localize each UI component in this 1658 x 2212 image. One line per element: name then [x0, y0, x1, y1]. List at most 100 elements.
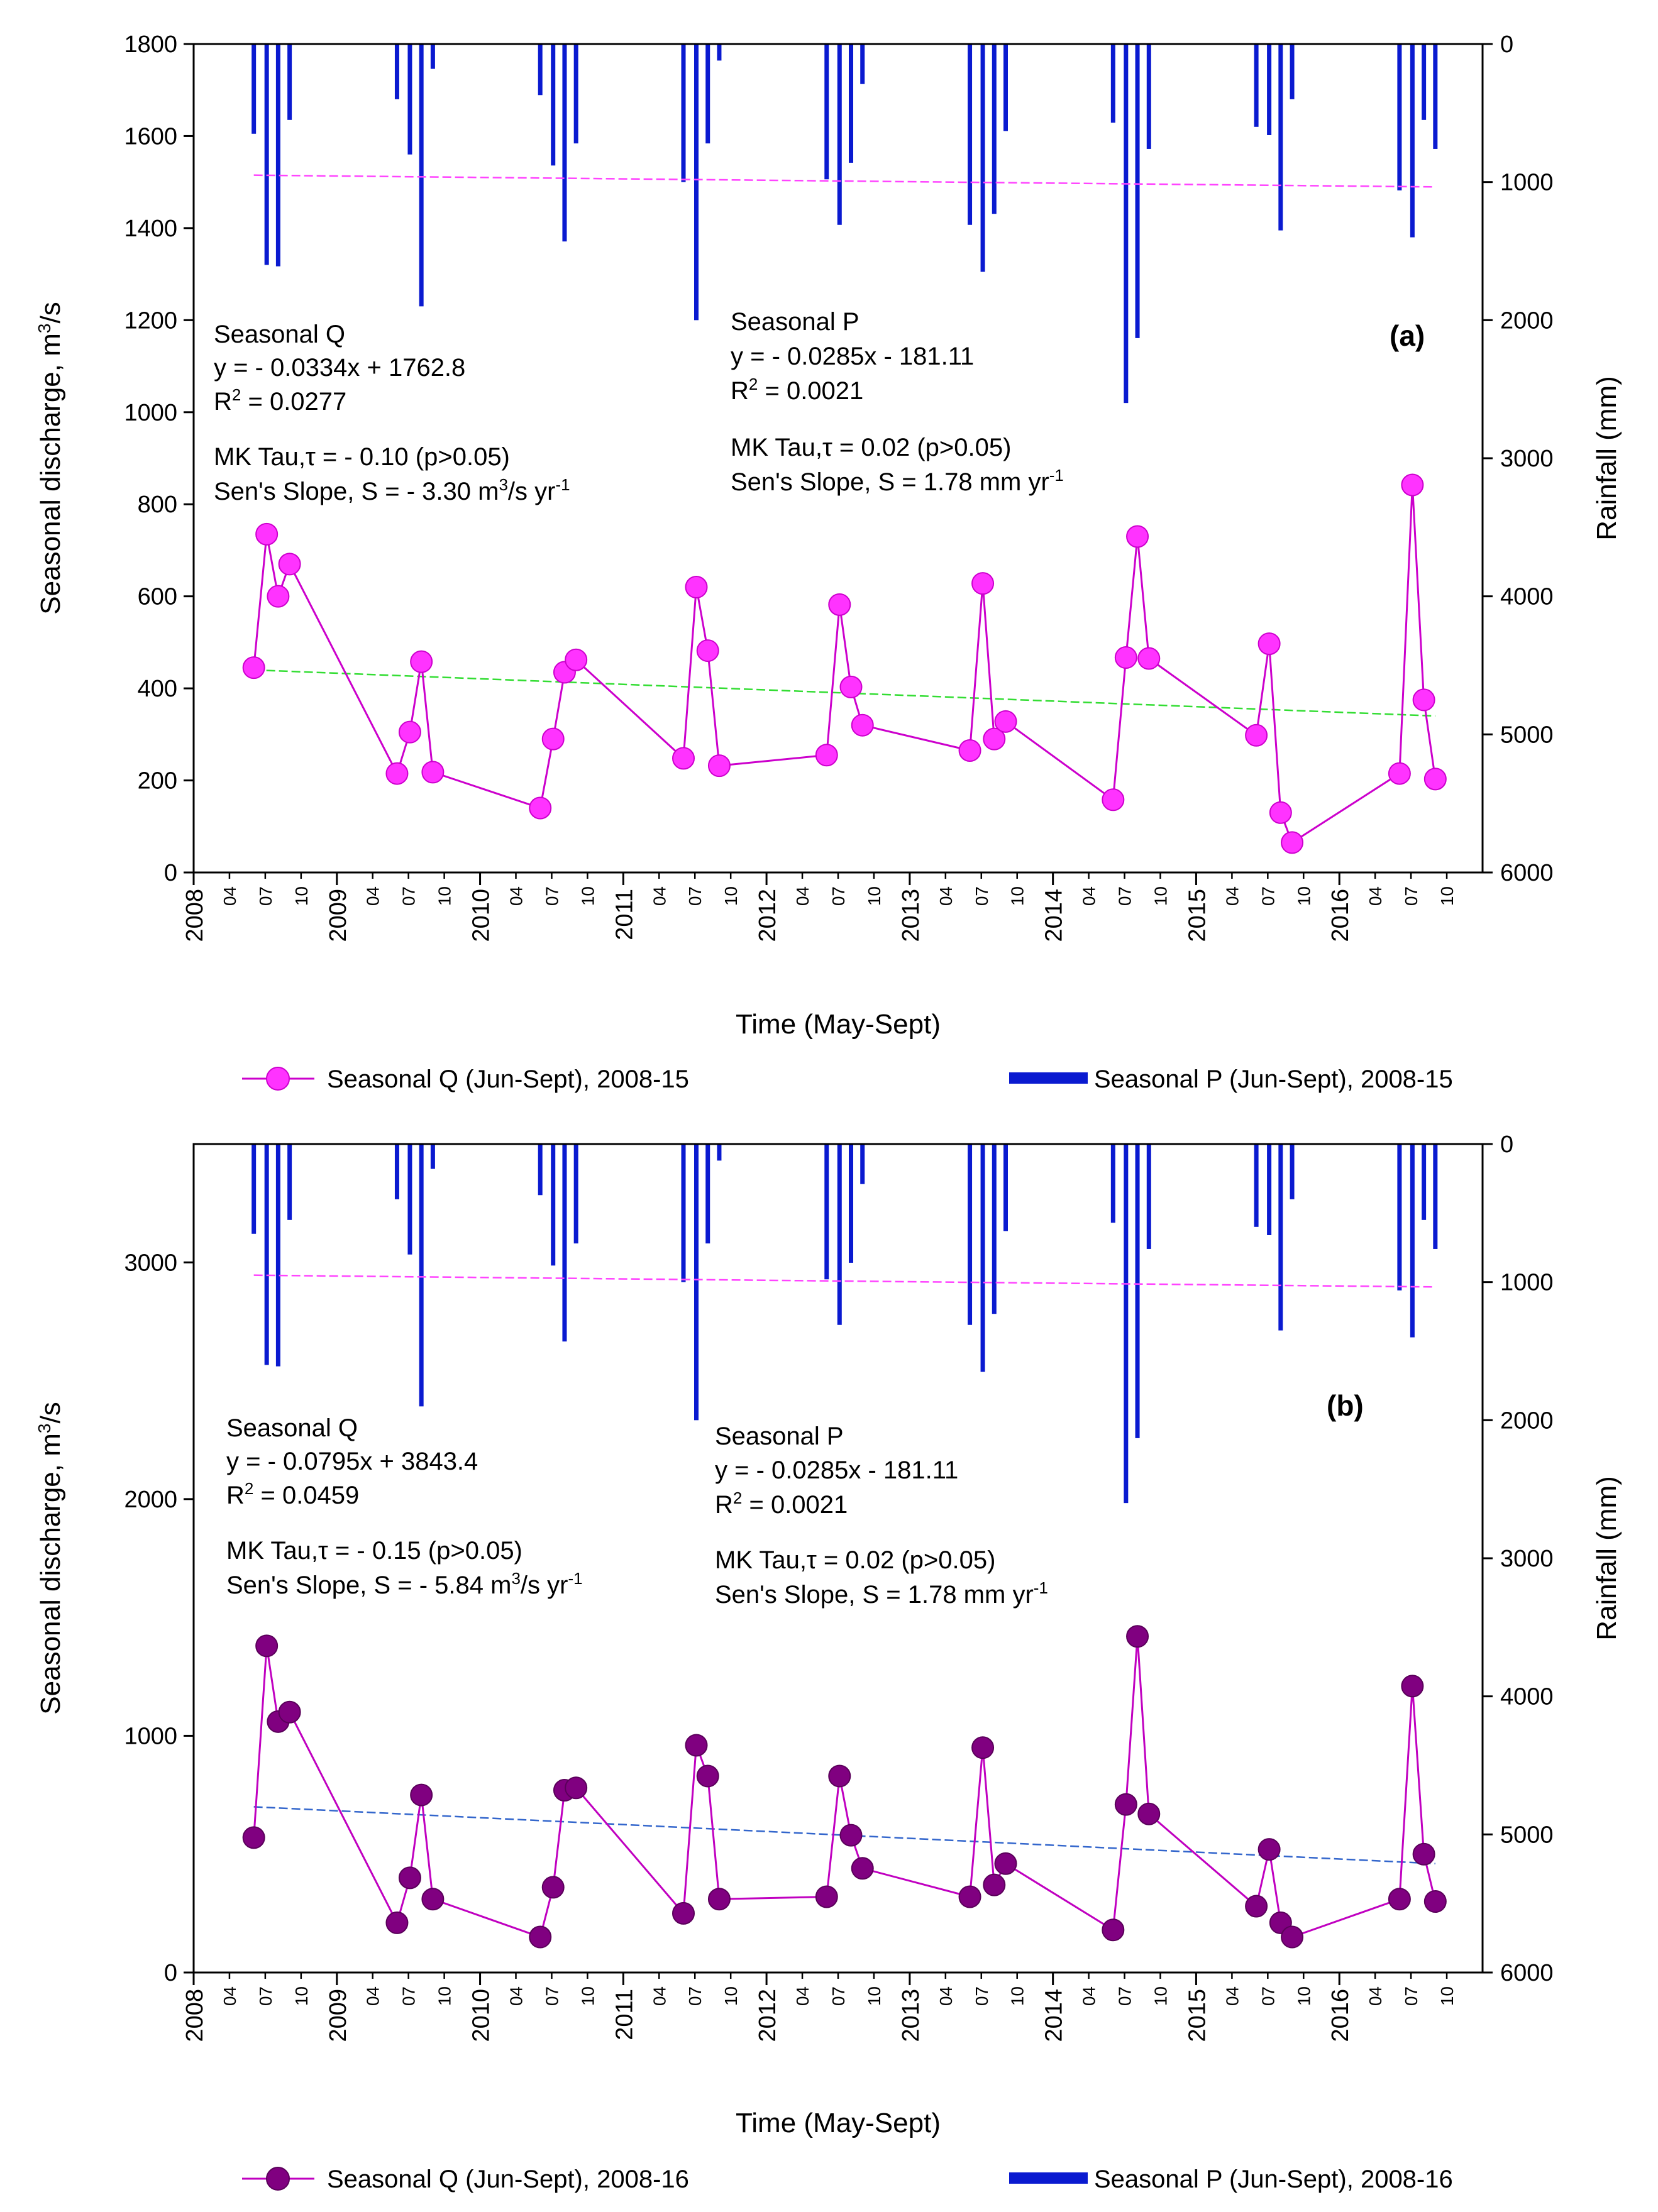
y-tick-label: 1800	[124, 31, 177, 58]
x-month-label: 10	[1294, 1986, 1313, 2006]
x-month-label: 04	[363, 1986, 383, 2006]
discharge-point	[1114, 1793, 1137, 1816]
x-month-label: 07	[399, 886, 419, 906]
discharge-point	[1137, 647, 1161, 670]
rainfall-bar	[1146, 1144, 1151, 1249]
x-month-label: 10	[865, 1986, 884, 2006]
y2-tick-label: 6000	[1500, 1960, 1554, 1986]
rainfall-bar	[551, 1144, 556, 1266]
svg-text:y = - 0.0795x + 3843.4: y = - 0.0795x + 3843.4	[226, 1448, 478, 1475]
y2-tick-label: 3000	[1500, 446, 1554, 472]
discharge-point	[1412, 688, 1435, 712]
y-tick-label: 0	[164, 1960, 177, 1986]
discharge-point	[707, 1888, 731, 1911]
rainfall-bar	[694, 1144, 699, 1421]
discharge-point	[421, 761, 445, 784]
discharge-point	[828, 1764, 851, 1788]
legend-b: Seasonal Q (Jun-Sept), 2008-16 Seasonal …	[242, 2165, 1453, 2193]
rainfall-bar	[573, 1144, 578, 1244]
discharge-line	[253, 1636, 1437, 1939]
rainfall-bar	[992, 44, 997, 214]
discharge-point	[672, 747, 695, 770]
x-month-label: 04	[220, 886, 240, 906]
discharge-point	[696, 1764, 719, 1788]
discharge-point	[958, 739, 981, 762]
discharge-point	[1257, 1838, 1281, 1861]
x-year-label: 2013	[898, 889, 924, 942]
x-month-label: 10	[1151, 1986, 1171, 2006]
rainfall-bar	[1290, 1144, 1295, 1199]
rainfall-bar	[1433, 1144, 1438, 1249]
rainfall-bar	[837, 1144, 842, 1325]
legend-p-swatch-a	[1009, 1072, 1088, 1084]
svg-text:Seasonal Q: Seasonal Q	[214, 321, 345, 348]
discharge-point	[685, 1734, 708, 1757]
discharge-point	[1388, 762, 1411, 785]
y2-tick-label: 1000	[1500, 170, 1554, 196]
x-month-label: 07	[542, 1986, 561, 2006]
rainfall-bar	[694, 44, 699, 321]
x-month-label: 07	[829, 886, 848, 906]
rainfall-bar	[717, 44, 722, 61]
x-year-label: 2008	[182, 889, 208, 942]
discharge-point	[410, 1783, 433, 1807]
svg-text:Sen's Slope, S = 1.78 mm yr-1: Sen's Slope, S = 1.78 mm yr-1	[715, 1578, 1048, 1609]
y2-tick-label: 4000	[1500, 1684, 1554, 1710]
x-month-label: 10	[1008, 886, 1027, 906]
rainfall-bar	[1410, 1144, 1415, 1338]
y2-tick-label: 6000	[1500, 860, 1554, 886]
rainfall-bar	[717, 1144, 722, 1161]
discharge-point	[1245, 724, 1268, 747]
rainfall-bar	[1124, 1144, 1129, 1504]
discharge-point	[815, 744, 838, 767]
x-year-label: 2012	[754, 1989, 781, 2042]
discharge-point	[1281, 1925, 1304, 1949]
rainfall-bar	[1290, 44, 1295, 99]
discharge-point	[398, 1866, 421, 1890]
x-month-label: 04	[1080, 1986, 1099, 2006]
rainfall-bar	[681, 1144, 686, 1282]
y-tick-label: 2000	[124, 1487, 177, 1513]
x-month-label: 10	[1294, 886, 1313, 906]
discharge-point	[1126, 1625, 1149, 1648]
discharge-point	[529, 796, 552, 820]
y-tick-label: 1000	[124, 1723, 177, 1749]
discharge-point	[255, 522, 279, 546]
discharge-point	[1423, 1890, 1447, 1913]
discharge-point	[541, 1876, 565, 1899]
discharge-point	[1388, 1888, 1411, 1911]
x-month-label: 10	[1437, 1986, 1457, 2006]
svg-text:Sen's Slope, S = - 5.84 m3/s y: Sen's Slope, S = - 5.84 m3/s yr-1	[226, 1569, 583, 1599]
discharge-point	[565, 1776, 588, 1800]
rainfall-bar	[1110, 1144, 1115, 1223]
svg-text:y = - 0.0285x - 181.11: y = - 0.0285x - 181.11	[715, 1456, 958, 1484]
rainfall-bar	[430, 44, 435, 69]
y2-tick-label: 5000	[1500, 1822, 1554, 1848]
x-month-label: 04	[220, 1986, 240, 2006]
discharge-point	[410, 650, 433, 673]
x-year-label: 2009	[325, 889, 351, 942]
rainfall-bar	[251, 1144, 257, 1234]
rainfall-bar	[275, 44, 280, 267]
discharge-point	[1245, 1895, 1268, 1918]
discharge-point	[1401, 473, 1424, 497]
x-year-label: 2008	[182, 1989, 208, 2042]
y2-tick-label: 4000	[1500, 584, 1554, 610]
discharge-point	[1114, 646, 1137, 669]
rainfall-bar	[1135, 1144, 1140, 1438]
x-month-label: 04	[507, 886, 526, 906]
svg-text:Seasonal Q: Seasonal Q	[226, 1414, 358, 1442]
rainfall-bar	[1110, 44, 1115, 123]
y-tick-label: 3000	[124, 1250, 177, 1276]
x-month-label: 04	[507, 1986, 526, 2006]
rainfall-bar	[1003, 44, 1008, 131]
rainfall-bar	[1267, 44, 1272, 135]
x-month-label: 07	[1115, 1986, 1135, 2006]
x-axis-label-a: Time (May-Sept)	[736, 1009, 941, 1040]
discharge-point	[1137, 1802, 1161, 1825]
x-month-label: 10	[1437, 886, 1457, 906]
panel-label-a: (a)	[1390, 319, 1425, 352]
x-month-label: 07	[972, 886, 992, 906]
rainfall-bar	[1397, 1144, 1402, 1290]
